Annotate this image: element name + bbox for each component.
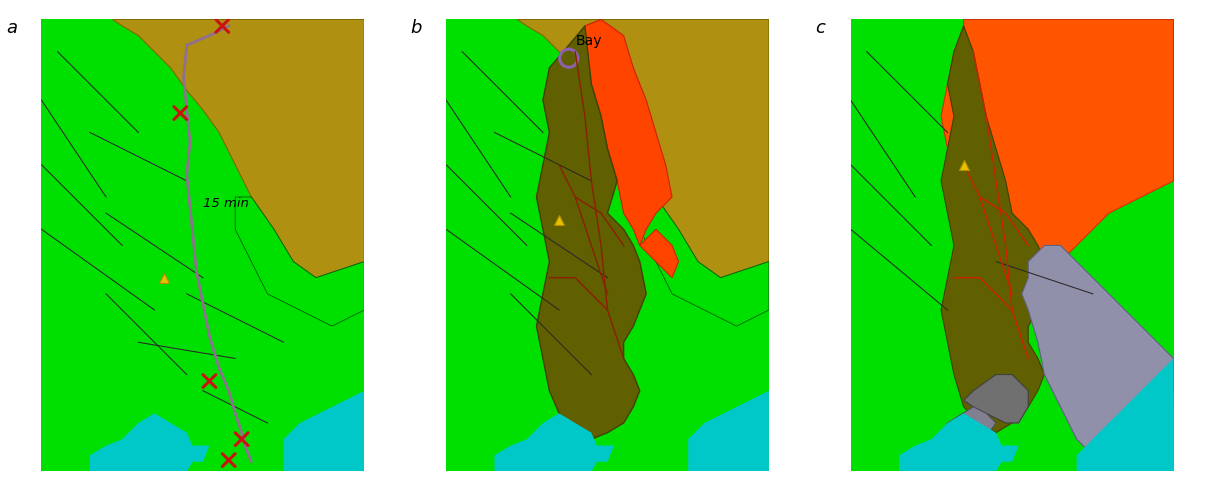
Polygon shape [942, 19, 1174, 278]
Polygon shape [1092, 19, 1174, 149]
Polygon shape [90, 413, 197, 471]
Text: Bay: Bay [575, 35, 601, 48]
Polygon shape [1076, 359, 1174, 471]
Polygon shape [518, 19, 769, 278]
Polygon shape [850, 19, 1174, 471]
Polygon shape [942, 407, 996, 455]
Polygon shape [283, 391, 364, 471]
Polygon shape [446, 19, 769, 471]
Text: c: c [815, 19, 825, 37]
Polygon shape [996, 446, 1018, 462]
Polygon shape [688, 391, 769, 471]
Polygon shape [592, 446, 614, 462]
Polygon shape [41, 19, 364, 471]
Polygon shape [640, 197, 769, 326]
Polygon shape [1022, 245, 1174, 462]
Polygon shape [537, 26, 646, 439]
Polygon shape [236, 197, 364, 326]
Polygon shape [963, 375, 1028, 423]
Polygon shape [942, 26, 1051, 433]
Polygon shape [113, 19, 364, 278]
Text: 15 min: 15 min [203, 197, 249, 209]
Polygon shape [899, 413, 1006, 471]
Polygon shape [584, 19, 672, 245]
Polygon shape [187, 446, 209, 462]
Polygon shape [495, 413, 601, 471]
Polygon shape [640, 229, 678, 278]
Text: a: a [6, 19, 17, 37]
Polygon shape [1092, 391, 1174, 471]
Text: b: b [411, 19, 422, 37]
